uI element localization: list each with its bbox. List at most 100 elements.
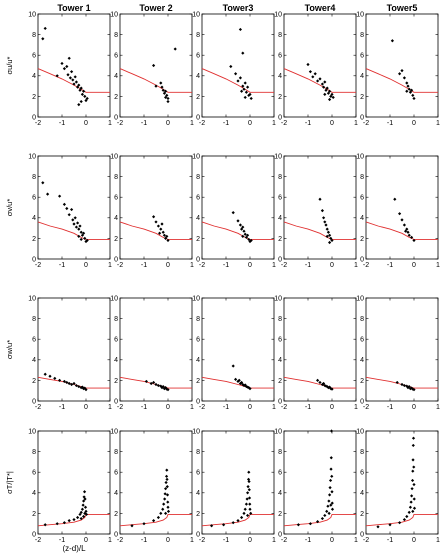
x-tick-label: 0 xyxy=(248,262,252,269)
data-point xyxy=(325,227,329,231)
data-point xyxy=(330,501,334,505)
y-tick-label: 4 xyxy=(278,357,282,364)
y-tick-label: 2 xyxy=(278,236,282,243)
data-point xyxy=(165,493,170,497)
data-point xyxy=(318,197,322,201)
x-tick-label: -2 xyxy=(117,404,123,411)
data-point xyxy=(162,233,166,237)
x-tick-label: -1 xyxy=(141,120,147,127)
data-point xyxy=(166,388,170,392)
data-point xyxy=(247,496,252,500)
data-point xyxy=(395,380,399,385)
y-tick-label: 2 xyxy=(360,94,364,101)
data-point xyxy=(162,91,166,95)
data-point xyxy=(71,218,75,222)
y-tick-label: 4 xyxy=(278,215,282,222)
panel-frame xyxy=(201,297,275,402)
y-tick-label: 4 xyxy=(32,357,36,364)
data-point xyxy=(234,377,238,381)
y-tick-label: 8 xyxy=(32,32,36,39)
fit-curve xyxy=(37,221,110,240)
data-point xyxy=(402,517,406,522)
y-tick-label: 6 xyxy=(196,337,200,344)
data-point xyxy=(77,227,81,231)
data-point xyxy=(240,515,244,520)
fit-curve xyxy=(365,68,438,93)
x-tick-label: -2 xyxy=(281,262,287,269)
data-point xyxy=(323,80,327,84)
data-point xyxy=(165,468,169,472)
data-point xyxy=(330,490,334,494)
data-point xyxy=(53,376,57,380)
data-point xyxy=(82,387,86,391)
x-tick-label: 0 xyxy=(412,262,416,269)
data-point xyxy=(173,47,177,51)
data-point xyxy=(404,229,408,233)
x-tick-label: -2 xyxy=(281,404,287,411)
data-point xyxy=(158,231,162,235)
y-tick-label: 2 xyxy=(360,236,364,243)
data-point xyxy=(222,523,226,527)
x-tick-label: -2 xyxy=(35,404,41,411)
y-tick-label: 0 xyxy=(278,256,282,263)
y-tick-label: 8 xyxy=(196,316,200,323)
y-tick-label: 0 xyxy=(32,256,36,263)
x-tick-label: 1 xyxy=(190,537,194,544)
fit-curve xyxy=(201,68,274,93)
y-tick-label: 4 xyxy=(196,215,200,222)
y-tick-label: 10 xyxy=(110,428,118,435)
data-point xyxy=(402,383,406,388)
data-point xyxy=(308,522,312,526)
data-point xyxy=(240,89,244,93)
data-point xyxy=(405,227,409,231)
y-tick-label: 0 xyxy=(196,114,200,121)
y-tick-label: 8 xyxy=(114,449,118,456)
y-tick-label: 10 xyxy=(274,153,282,160)
y-tick-label: 8 xyxy=(114,32,118,39)
y-tick-label: 8 xyxy=(32,449,36,456)
data-point xyxy=(248,92,252,96)
data-point xyxy=(83,511,87,515)
y-tick-label: 2 xyxy=(360,378,364,385)
data-point xyxy=(82,490,87,494)
data-point xyxy=(376,525,380,529)
panel-frame xyxy=(365,13,439,118)
y-tick-label: 2 xyxy=(32,94,36,101)
data-point xyxy=(407,87,411,91)
data-point xyxy=(70,382,74,387)
x-tick-label: 0 xyxy=(330,262,334,269)
data-point xyxy=(242,511,246,515)
y-tick-label: 6 xyxy=(114,337,118,344)
data-point xyxy=(408,90,412,94)
x-tick-label: -1 xyxy=(387,404,393,411)
data-point xyxy=(58,378,62,382)
data-point xyxy=(241,234,245,238)
x-tick-label: 1 xyxy=(190,262,194,269)
data-point xyxy=(244,235,248,239)
data-point xyxy=(72,82,76,86)
data-point xyxy=(243,507,247,511)
data-point xyxy=(60,61,64,66)
data-point xyxy=(330,92,334,96)
data-point xyxy=(318,380,322,385)
data-point xyxy=(398,72,402,76)
data-point xyxy=(234,72,238,76)
data-point xyxy=(62,66,66,71)
data-point xyxy=(325,509,329,513)
y-tick-label: 10 xyxy=(274,295,282,302)
y-tick-label: 0 xyxy=(196,398,200,405)
data-point xyxy=(411,93,415,97)
y-tick-label: 10 xyxy=(192,11,200,18)
data-point xyxy=(62,379,66,384)
x-tick-label: -1 xyxy=(59,404,65,411)
x-tick-label: 1 xyxy=(190,120,194,127)
data-point xyxy=(330,507,335,511)
y-tick-label: 4 xyxy=(114,215,118,222)
panel-frame xyxy=(119,430,193,535)
y-tick-label: 0 xyxy=(360,398,364,405)
data-point xyxy=(238,223,242,227)
data-point xyxy=(323,92,327,96)
data-point xyxy=(229,64,233,69)
data-point xyxy=(329,94,333,98)
data-point xyxy=(82,89,86,93)
